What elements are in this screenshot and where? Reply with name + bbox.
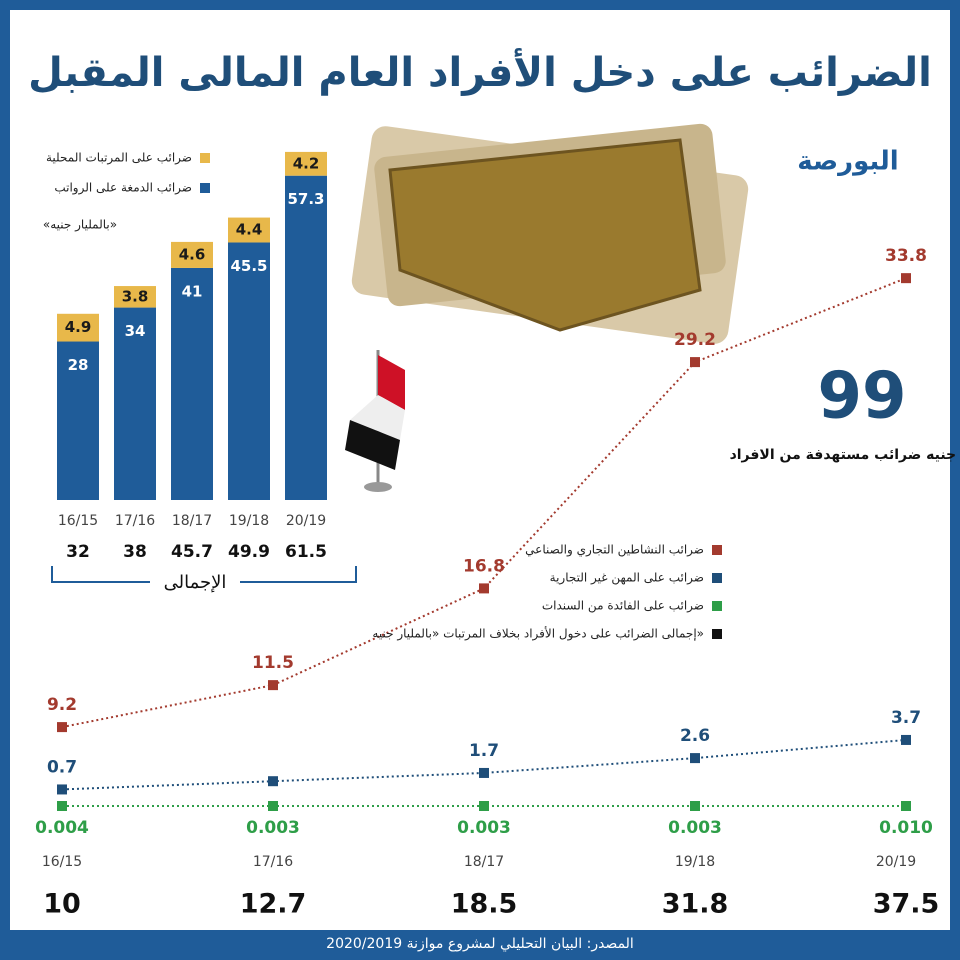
value-label: 2.6 [680,726,710,746]
point [57,722,67,733]
value-label: 0.003 [246,818,300,838]
value-label: 0.004 [35,818,89,838]
value-label: 0.003 [457,818,511,838]
value-label: 3.7 [891,708,921,728]
legend-swatch [200,153,210,163]
value-label: 1.7 [469,741,499,761]
bar-value-label: 41 [182,282,203,300]
value-label: 11.5 [252,653,294,673]
total-label: 18.5 [451,889,518,920]
legend-label: ضرائب على الفائدة من السندات [542,599,704,614]
legend-swatch [200,183,210,193]
bar-segment [171,267,213,500]
point [268,680,278,691]
total-label: 37.5 [873,889,940,920]
legend-swatch [712,601,722,611]
series-line [61,738,907,791]
x-tick-label: 18/17 [172,513,212,529]
bar-segment [285,151,327,176]
point [57,784,67,795]
x-tick-label: 19/18 [229,513,269,529]
point [57,801,67,811]
legend-swatch [712,545,722,555]
bar-value-label: 4.9 [65,318,92,336]
total-label: 45.7 [171,542,213,562]
bar-value-label: 3.8 [122,287,149,305]
x-tick-label: 18/17 [464,854,504,870]
source-bar [10,930,950,960]
total-label: 12.7 [240,889,307,920]
point [901,734,911,745]
legend-label: إجمالى الضرائب على دخول الأفراد بخلاف ال… [372,626,704,642]
legend-swatch [712,573,722,583]
x-tick-label: 20/19 [286,513,326,529]
point [690,801,700,811]
legend-label: ضرائب الدمغة على الرواتب [54,181,192,196]
bar-value-label: 28 [68,356,89,374]
x-tick-label: 16/15 [58,513,98,529]
bar-segment [114,307,156,500]
legend-label: ضرائب النشاطين التجاري والصناعي [525,543,704,558]
wallet-illustration [351,123,749,344]
total-label: 31.8 [662,889,729,920]
value-label: 9.2 [47,695,77,715]
point [901,801,911,811]
totals-title: الإجمالى [164,572,227,593]
total-label: 38 [123,542,147,562]
callout-number: 99 [817,360,906,434]
total-label: 10 [43,889,81,920]
x-tick-label: 17/16 [115,513,155,529]
value-label: 33.8 [885,246,927,266]
value-label: 16.8 [463,556,505,576]
x-tick-label: 17/16 [253,854,293,870]
legend-swatch [712,629,722,639]
logo: البورصة [797,147,898,177]
bar-segment [171,241,213,268]
value-label: 0.010 [879,818,933,838]
source: المصدر: البيان التحليلي لمشروع موازنة 20… [326,936,634,952]
value-label: 0.7 [47,757,77,777]
bar-segment [285,175,327,500]
callout-text: مليار جنيه ضرائب مستهدفة من الافراد [730,447,960,463]
totals-label-bg [150,572,240,594]
point [268,776,278,787]
x-tick-label: 20/19 [876,854,916,870]
legend-label: ضرائب على المرتبات المحلية [46,151,192,166]
bar-segment [228,242,270,500]
point [479,583,489,594]
bar-segment [57,341,99,500]
unit-note: «بالمليار جنيه» [43,218,117,233]
title: الضرائب على دخل الأفراد العام المالى الم… [28,47,932,96]
bar-value-label: 34 [125,322,146,340]
bar-value-label: 45.5 [230,257,267,275]
bar-segment [228,217,270,243]
value-label: 0.003 [668,818,722,838]
bar-segment [114,286,156,308]
point [479,801,489,811]
bar-value-label: 4.6 [179,245,206,263]
x-tick-label: 19/18 [675,854,715,870]
point [479,767,489,778]
legend-label: ضرائب على المهن غير التجارية [550,571,704,586]
point [268,801,278,811]
bar-value-label: 4.4 [236,221,263,239]
total-label: 49.9 [228,542,270,562]
flag [345,350,405,492]
point [901,273,911,284]
x-tick-label: 16/15 [42,854,82,870]
total-label: 61.5 [285,542,327,562]
bar-value-label: 4.2 [293,154,320,172]
value-label: 29.2 [674,330,716,350]
bar-value-label: 57.3 [287,190,324,208]
total-label: 32 [66,542,90,562]
point [690,753,700,764]
bar-segment [57,313,99,342]
point [690,357,700,368]
